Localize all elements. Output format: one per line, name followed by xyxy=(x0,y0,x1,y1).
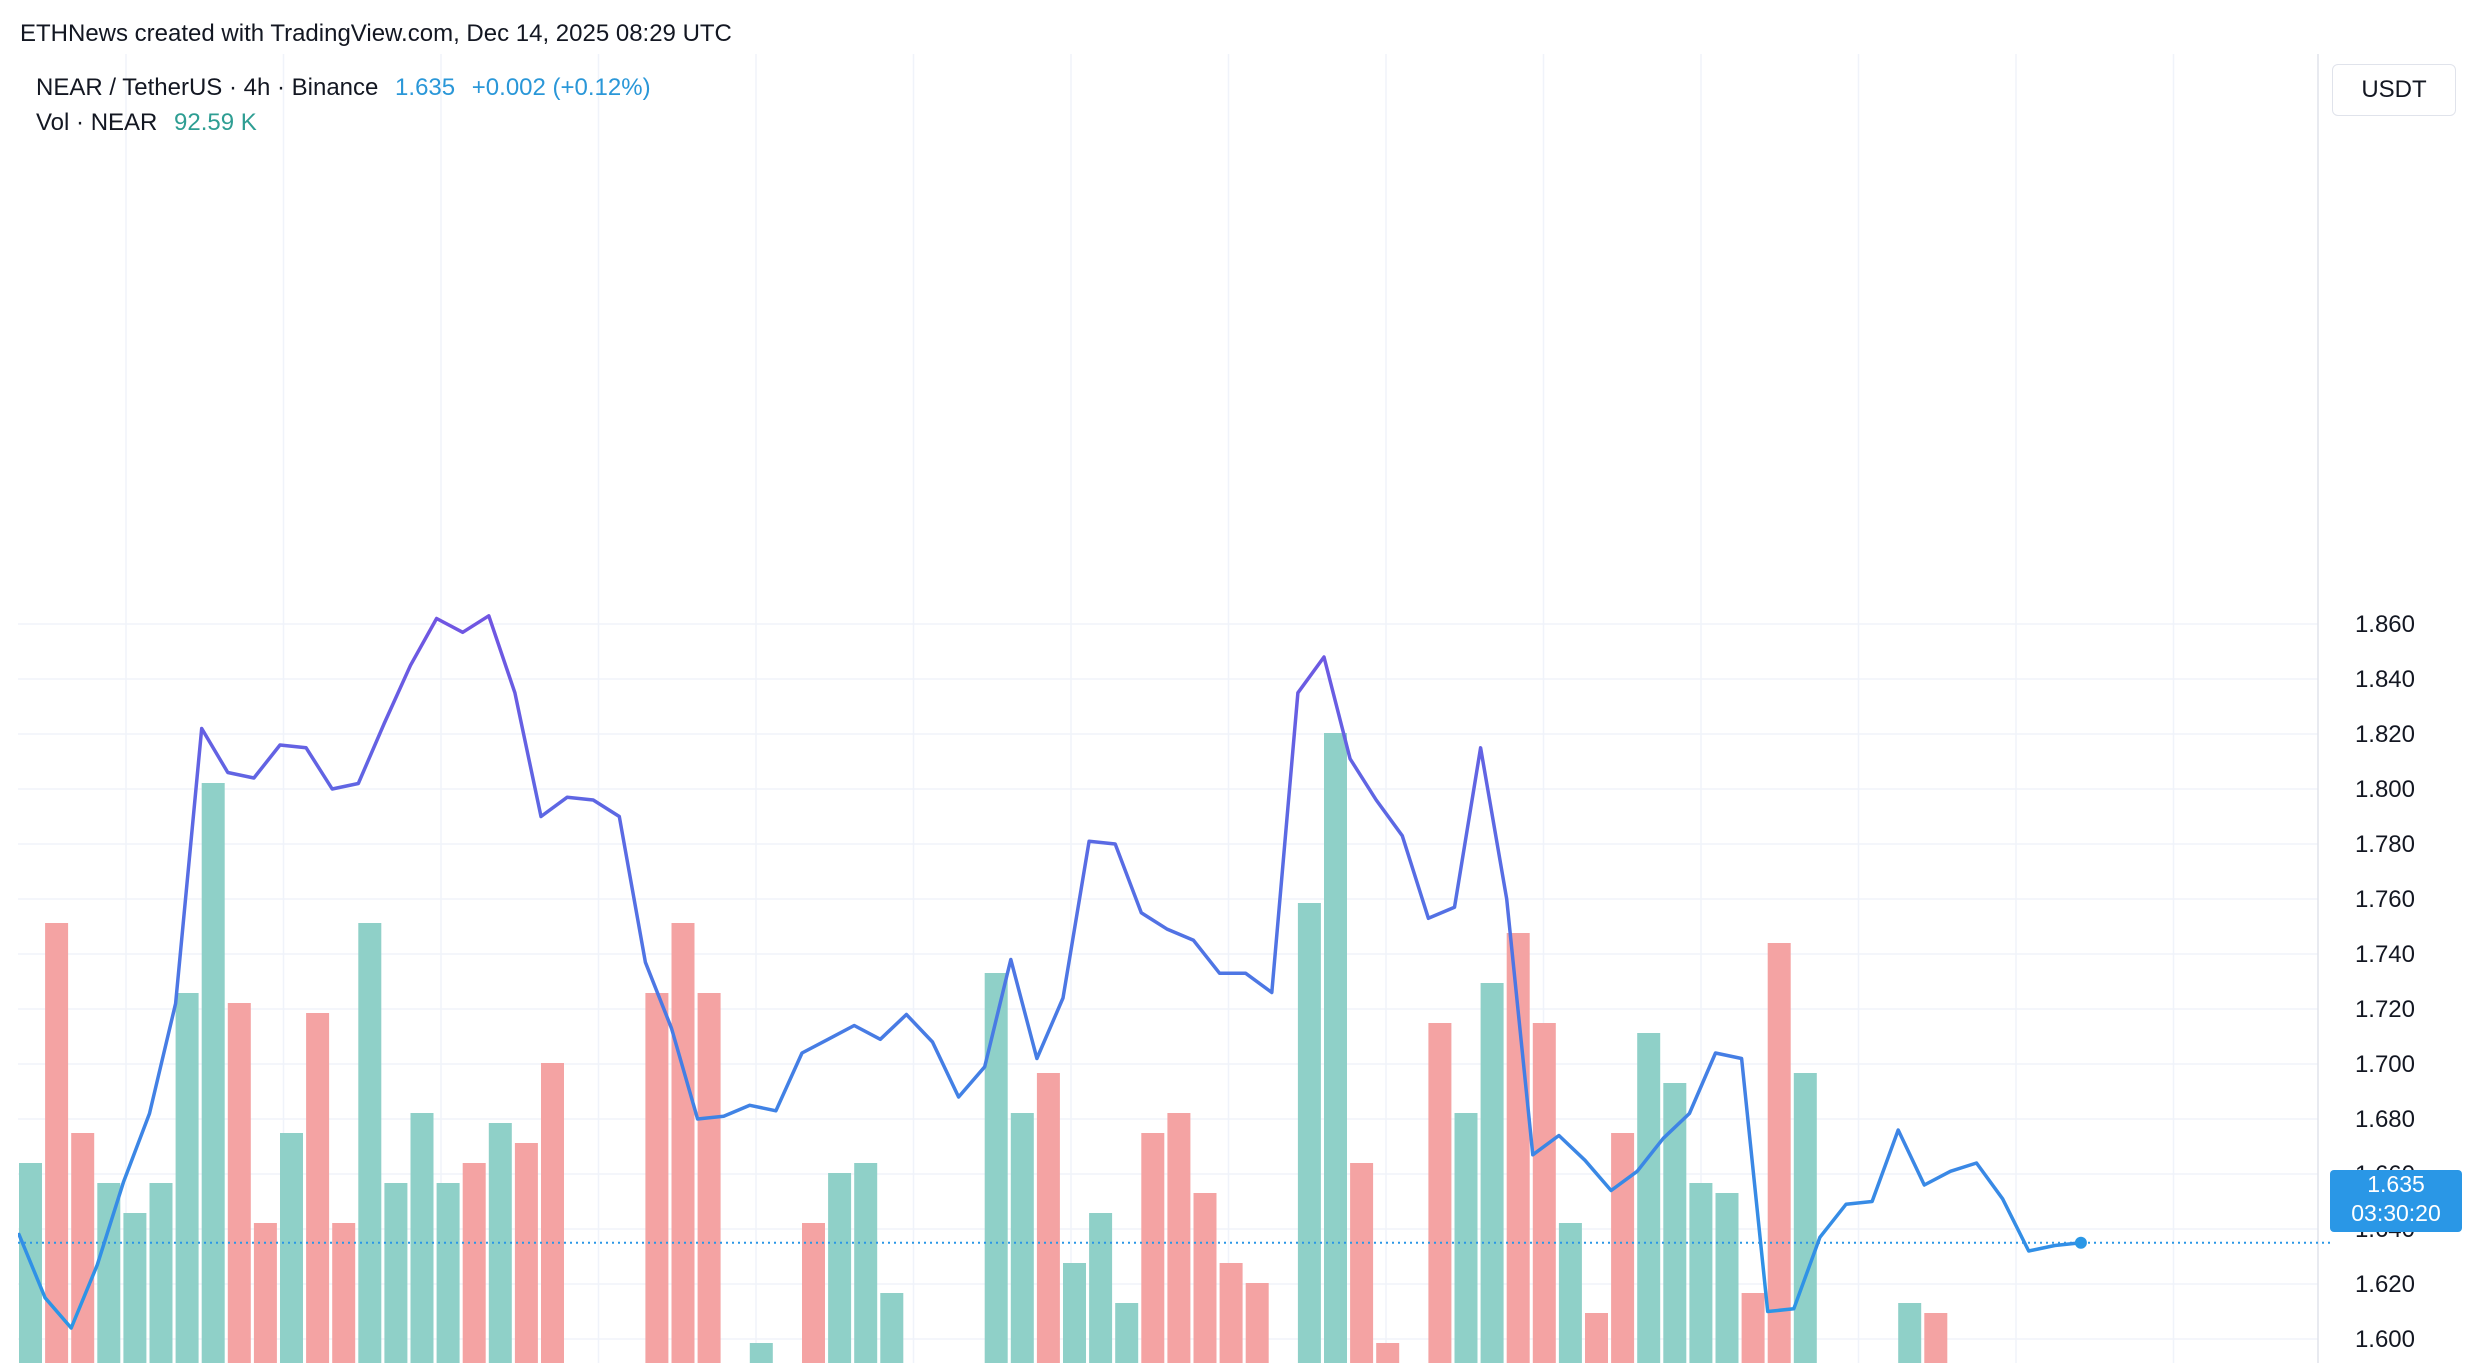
last-price-marker xyxy=(2074,1236,2087,1249)
y-tick-label: 1.800 xyxy=(2355,776,2415,803)
y-axis: 1.6001.6201.6401.6601.6801.7001.7201.740… xyxy=(2355,611,2415,1353)
last-price-value: 1.635 xyxy=(2367,1171,2425,1197)
y-tick-label: 1.760 xyxy=(2355,886,2415,913)
volume-bar xyxy=(1715,1193,1739,1363)
volume-bar xyxy=(1350,1163,1374,1363)
volume-bar xyxy=(1063,1263,1086,1363)
volume-bar xyxy=(253,1223,277,1363)
volume-bar xyxy=(1558,1223,1582,1363)
volume-bar xyxy=(306,1013,330,1363)
volume-bar xyxy=(280,1133,303,1363)
volume-bar xyxy=(1663,1083,1687,1363)
volume-label[interactable]: Vol · NEAR xyxy=(36,109,158,136)
volume-bar xyxy=(97,1183,121,1363)
volume-bar xyxy=(1297,903,1321,1363)
y-tick-label: 1.600 xyxy=(2355,1326,2415,1353)
volume-bars xyxy=(19,733,1948,1363)
volume-bar xyxy=(1245,1283,1269,1363)
volume-bar xyxy=(1611,1133,1635,1363)
chart-area[interactable]: 1.6001.6201.6401.6601.6801.7001.7201.740… xyxy=(18,54,2462,1363)
price-series xyxy=(18,614,2087,1330)
currency-selector[interactable]: USDT xyxy=(2332,64,2456,116)
volume-bar xyxy=(201,783,225,1363)
volume-bar xyxy=(1741,1293,1765,1363)
volume-bar xyxy=(1924,1313,1948,1363)
volume-bar xyxy=(436,1183,460,1363)
volume-bar xyxy=(828,1173,852,1363)
volume-bar xyxy=(45,923,69,1363)
volume-bar xyxy=(71,1133,95,1363)
volume-bar xyxy=(645,993,669,1363)
volume-bar xyxy=(880,1293,904,1363)
volume-bar xyxy=(1689,1183,1713,1363)
volume-bar xyxy=(149,1183,173,1363)
volume-bar xyxy=(1141,1133,1165,1363)
volume-bar xyxy=(749,1343,773,1363)
y-tick-label: 1.840 xyxy=(2355,666,2415,693)
legend-price: 1.635 xyxy=(395,74,456,101)
y-tick-label: 1.620 xyxy=(2355,1271,2415,1298)
y-tick-label: 1.740 xyxy=(2355,941,2415,968)
volume-bar xyxy=(1010,1113,1034,1363)
y-tick-label: 1.820 xyxy=(2355,721,2415,748)
volume-bar xyxy=(854,1163,878,1363)
volume-bar xyxy=(1585,1313,1608,1363)
volume-bar xyxy=(1115,1303,1139,1363)
volume-bar xyxy=(1454,1113,1478,1363)
y-tick-label: 1.700 xyxy=(2355,1051,2415,1078)
volume-bar xyxy=(384,1183,408,1363)
volume-bar xyxy=(1324,733,1347,1363)
volume-bar xyxy=(671,923,695,1363)
volume-bar xyxy=(488,1123,512,1363)
volume-bar xyxy=(1532,1023,1556,1363)
volume-bar xyxy=(175,993,199,1363)
volume-bar xyxy=(1793,1073,1817,1363)
price-chart-svg[interactable]: 1.6001.6201.6401.6601.6801.7001.7201.740… xyxy=(18,54,2458,1363)
price-series-line xyxy=(18,614,2083,1330)
chart-attribution: ETHNews created with TradingView.com, De… xyxy=(20,20,732,47)
volume-bar xyxy=(1480,983,1504,1363)
volume-bar xyxy=(462,1163,486,1363)
last-price-tag: 1.635 03:30:20 xyxy=(2330,1170,2462,1232)
volume-bar xyxy=(227,1003,251,1363)
volume-value: 92.59 K xyxy=(174,109,257,136)
grid xyxy=(18,54,2319,1363)
volume-bar xyxy=(410,1113,434,1363)
volume-bar xyxy=(1898,1303,1922,1363)
symbol-name[interactable]: NEAR / TetherUS · 4h · Binance xyxy=(36,74,379,101)
volume-bar xyxy=(1219,1263,1243,1363)
y-tick-label: 1.680 xyxy=(2355,1106,2415,1133)
legend-change: +0.002 (+0.12%) xyxy=(471,74,651,101)
y-tick-label: 1.720 xyxy=(2355,996,2415,1023)
volume-bar xyxy=(1428,1023,1452,1363)
volume-bar xyxy=(1193,1193,1217,1363)
y-tick-label: 1.860 xyxy=(2355,611,2415,638)
symbol-legend: NEAR / TetherUS · 4h · Binance 1.635 +0.… xyxy=(36,74,651,102)
volume-bar xyxy=(697,993,721,1363)
volume-bar xyxy=(1036,1073,1060,1363)
volume-bar xyxy=(332,1223,356,1363)
volume-bar xyxy=(123,1213,147,1363)
volume-bar xyxy=(1767,943,1791,1363)
volume-bar xyxy=(984,973,1008,1363)
y-tick-label: 1.780 xyxy=(2355,831,2415,858)
volume-bar xyxy=(1089,1213,1113,1363)
volume-bar xyxy=(1167,1113,1191,1363)
volume-bar xyxy=(541,1063,564,1363)
bar-countdown: 03:30:20 xyxy=(2351,1200,2441,1226)
volume-bar xyxy=(358,923,382,1363)
volume-bar xyxy=(1506,933,1530,1363)
volume-bar xyxy=(1637,1033,1661,1363)
volume-bar xyxy=(1376,1343,1400,1363)
volume-bar xyxy=(514,1143,538,1363)
volume-legend: Vol · NEAR 92.59 K xyxy=(36,109,257,137)
volume-bar xyxy=(802,1223,825,1363)
